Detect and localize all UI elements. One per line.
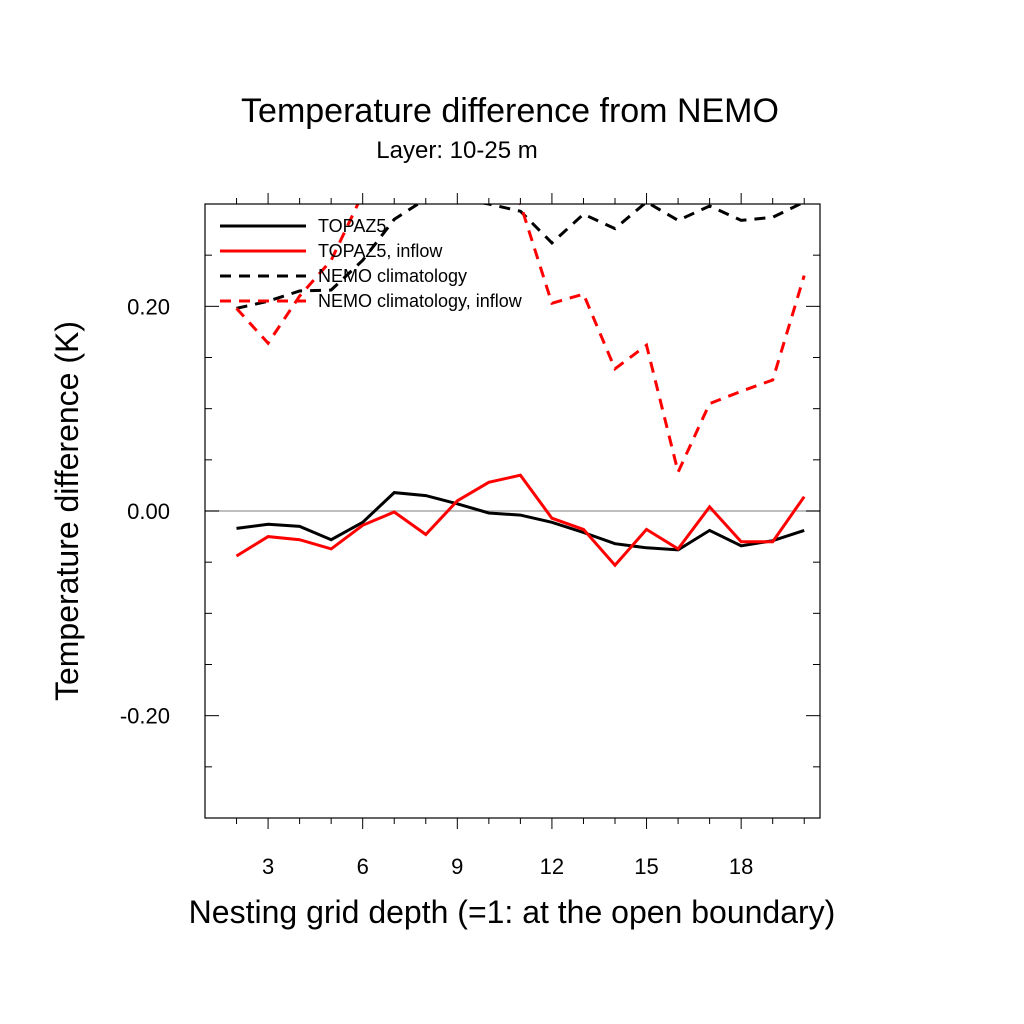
legend: TOPAZ5 TOPAZ5, inflow NEMO climatology NEMO… (220, 216, 523, 311)
x-tick-label: 18 (729, 854, 753, 879)
series-line (236, 204, 804, 310)
series-line (235, 473, 806, 568)
axis-ticks (205, 193, 820, 829)
x-tick-label: 6 (357, 854, 369, 879)
legend-label: TOPAZ5, inflow (318, 241, 443, 261)
x-axis-label: Nesting grid depth (=1: at the open boun… (189, 894, 836, 930)
x-tick-label: 15 (634, 854, 658, 879)
legend-label: NEMO climatology, inflow (318, 291, 523, 311)
x-tick-label: 9 (451, 854, 463, 879)
plot-frame (204, 203, 821, 819)
chart-title: Temperature difference from NEMO (241, 92, 779, 130)
x-tick-label: 3 (262, 854, 274, 879)
series-line (236, 491, 805, 552)
x-tick-label: 12 (540, 854, 564, 879)
y-tick-label: 0.00 (127, 499, 170, 524)
axis-tick-labels: 3 6 9 12 15 18 -0.20 0.00 0.20 (120, 294, 754, 879)
legend-label: TOPAZ5 (318, 216, 386, 236)
data-series (235, 204, 806, 568)
chart-subtitle: Layer: 10-25 m (376, 137, 537, 164)
y-tick-label: -0.20 (120, 704, 170, 729)
y-tick-label: 0.20 (127, 294, 170, 319)
legend-label: NEMO climatology (318, 266, 467, 286)
y-axis-label: Temperature difference (K) (49, 321, 85, 701)
